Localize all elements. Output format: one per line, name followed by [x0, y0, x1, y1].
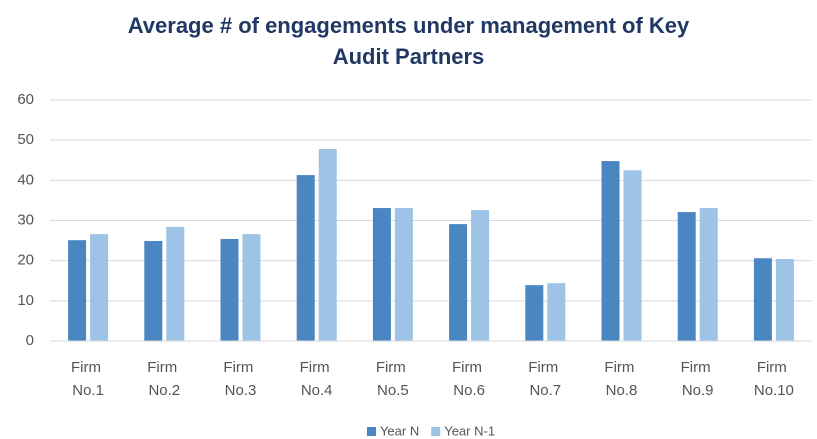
- bar: [220, 238, 239, 341]
- bar: [677, 212, 696, 341]
- bar: [166, 226, 185, 341]
- x-tick-label: Firm No.7: [528, 359, 562, 399]
- x-tick-label: Firm No.4: [300, 359, 334, 399]
- x-tick-label: Firm No.10: [754, 359, 794, 399]
- x-tick-label: Firm No.1: [71, 359, 105, 399]
- bar: [449, 224, 468, 341]
- bar: [753, 258, 772, 341]
- bar: [242, 234, 261, 341]
- bar: [547, 283, 566, 341]
- y-tick-label: 60: [17, 91, 34, 108]
- x-tick-label: Firm No.6: [452, 359, 486, 399]
- y-tick-label: 0: [26, 332, 34, 349]
- y-tick-label: 10: [17, 292, 34, 309]
- legend-swatch: [431, 427, 441, 436]
- bar: [471, 210, 490, 341]
- y-tick-label: 50: [17, 131, 34, 148]
- legend-label: Year N: [380, 423, 419, 438]
- bar: [394, 208, 413, 341]
- bar: [525, 285, 544, 341]
- bar: [144, 240, 163, 341]
- x-tick-label: Firm No.2: [147, 359, 181, 399]
- legend-swatch: [366, 427, 376, 436]
- legend: Year N Year N-1: [366, 423, 495, 438]
- x-tick-label: Firm No.3: [223, 359, 257, 399]
- x-tick-label: Firm No.9: [681, 359, 715, 399]
- y-tick-label: 30: [17, 211, 34, 228]
- bar: [318, 149, 337, 341]
- chart-title: Average # of engagements under managemen…: [127, 13, 690, 69]
- bar: [68, 240, 87, 341]
- x-tick-label: Firm No.8: [604, 359, 638, 399]
- y-tick-label: 40: [17, 171, 34, 188]
- bar: [601, 161, 620, 341]
- bar: [623, 170, 642, 341]
- bar: [296, 175, 315, 341]
- bar: [90, 234, 109, 341]
- bar: [372, 208, 391, 341]
- y-tick-label: 20: [17, 252, 34, 269]
- x-tick-label: Firm No.5: [376, 359, 410, 399]
- bar: [775, 259, 794, 341]
- bar: [699, 208, 718, 341]
- legend-label: Year N-1: [444, 423, 495, 438]
